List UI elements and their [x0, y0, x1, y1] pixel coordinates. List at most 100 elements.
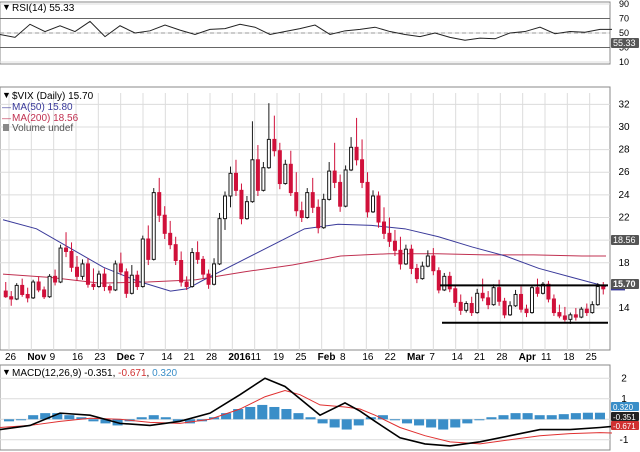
candle-body — [601, 286, 606, 290]
rsi-tick-label: 90 — [619, 0, 629, 9]
rsi-badge: 55.33 — [613, 38, 636, 48]
candle-body — [168, 232, 173, 246]
candle — [491, 284, 496, 306]
candle — [475, 288, 480, 314]
candle — [212, 258, 217, 286]
candle-body — [590, 304, 595, 314]
candle-body — [212, 263, 217, 285]
macd-hist-bar — [28, 415, 39, 420]
candle-body — [20, 284, 25, 295]
macd-panel: 210-1 ▼ MACD(12,26,9) -0.351, -0.671, 0.… — [0, 364, 639, 451]
price-gridlines — [0, 93, 610, 350]
x-tick-label: 23 — [94, 352, 106, 363]
candle — [497, 279, 502, 306]
candle — [244, 195, 249, 220]
candle — [420, 261, 425, 280]
candle — [9, 291, 14, 306]
candle-body — [9, 296, 14, 300]
candle — [601, 282, 606, 295]
candle-body — [53, 275, 58, 283]
macd-hist-bar — [64, 415, 75, 420]
candle — [53, 269, 58, 286]
candle — [146, 225, 151, 266]
macd-hist-bar — [281, 409, 292, 420]
candle — [20, 278, 25, 297]
candle-body — [316, 206, 321, 229]
candle-body — [3, 290, 8, 298]
macd-hist-bar — [534, 415, 545, 420]
candle — [223, 191, 228, 230]
candle — [551, 294, 556, 316]
x-tick-label: 11 — [251, 352, 262, 363]
x-tick-label: 14 — [452, 352, 464, 363]
candle-body — [140, 238, 145, 288]
macd-signal-badge: -0.671 — [613, 422, 636, 431]
macd-hist-bar — [221, 413, 232, 420]
candle — [250, 121, 255, 203]
candle-body — [266, 138, 271, 169]
candle — [381, 207, 386, 240]
candle — [403, 244, 408, 266]
candle — [557, 304, 562, 319]
ma200-label: MA(200) 18.56 — [12, 113, 79, 124]
candle-body — [96, 273, 101, 288]
candle-body — [519, 293, 524, 310]
price-tick-label: 30 — [618, 122, 630, 133]
candle — [135, 270, 140, 290]
macd-signal-line — [0, 390, 613, 445]
macd-tick-label: 1 — [621, 394, 627, 405]
candle-body — [562, 315, 567, 320]
candle — [310, 177, 315, 213]
candle — [102, 268, 107, 292]
candle-body — [431, 255, 436, 272]
candle-body — [255, 159, 260, 191]
rsi-label: RSI(14) 55.33 — [12, 3, 75, 14]
candle — [360, 139, 365, 189]
candle-body — [179, 260, 184, 283]
macd-badge: -0.351 — [613, 413, 636, 422]
candle-body — [403, 248, 408, 265]
candle-body — [277, 150, 282, 185]
x-tick-label: Mar — [407, 352, 425, 363]
candle — [184, 276, 189, 290]
candle-body — [80, 263, 85, 277]
macd-signal-value: -0.671 — [118, 368, 147, 379]
candle — [74, 255, 80, 281]
macd-hist-bar — [486, 417, 497, 420]
candle-body — [436, 270, 441, 291]
candle-body — [261, 167, 266, 191]
macd-hist-bar — [498, 415, 509, 420]
candle — [590, 301, 595, 314]
candle-body — [113, 263, 118, 291]
price-tick-label: 26 — [618, 167, 630, 178]
rsi-tick-label: 10 — [619, 57, 629, 67]
candle — [349, 137, 354, 172]
candle-body — [540, 283, 545, 294]
candle — [486, 291, 491, 310]
macd-hist-bar — [40, 413, 51, 420]
candle — [107, 284, 112, 294]
candle-body — [409, 248, 414, 269]
candle-body — [376, 195, 381, 223]
macd-badge-bg — [611, 412, 639, 421]
ma200-badge-bg — [611, 235, 639, 245]
ma50-line — [2, 219, 607, 292]
candle — [519, 286, 524, 313]
macd-hist-bar — [148, 415, 159, 420]
macd-line — [0, 377, 613, 447]
candle — [36, 276, 41, 293]
candle-body — [508, 305, 513, 316]
candle — [113, 260, 118, 292]
macd-hist-bar — [184, 419, 195, 424]
candle — [436, 267, 441, 294]
candle-body — [244, 201, 249, 220]
volume-legend-icon — [3, 124, 9, 131]
candle-body — [442, 275, 447, 291]
candle-body — [447, 275, 452, 290]
candle-body — [190, 252, 195, 288]
x-tick-label: 9 — [50, 352, 56, 363]
price-tick-label: 22 — [618, 213, 630, 224]
candle — [266, 103, 271, 169]
candle — [431, 248, 436, 276]
macd-hist-bar — [353, 419, 364, 426]
